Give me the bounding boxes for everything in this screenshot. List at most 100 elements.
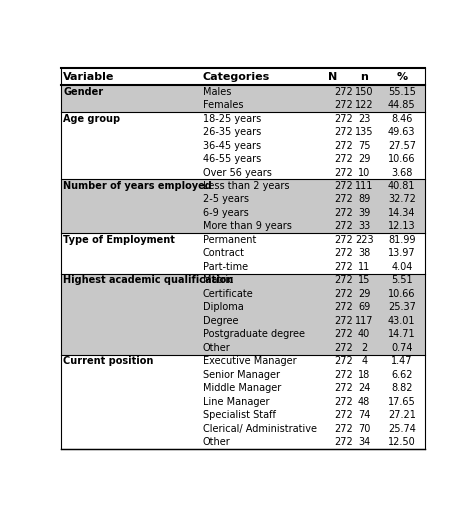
Text: 272: 272 xyxy=(335,316,353,326)
Bar xyxy=(61,85,425,98)
Bar xyxy=(61,409,425,422)
Text: 46-55 years: 46-55 years xyxy=(203,154,261,164)
Text: 272: 272 xyxy=(335,343,353,353)
Text: 29: 29 xyxy=(358,154,370,164)
Text: 117: 117 xyxy=(355,316,374,326)
Bar xyxy=(61,381,425,395)
Text: Less than 2 years: Less than 2 years xyxy=(203,181,290,191)
Text: 272: 272 xyxy=(335,87,353,97)
Text: Variable: Variable xyxy=(64,71,115,81)
Text: 122: 122 xyxy=(355,100,374,110)
Text: Contract: Contract xyxy=(203,249,245,258)
Text: 43.01: 43.01 xyxy=(388,316,416,326)
Bar xyxy=(61,436,425,449)
Bar xyxy=(61,125,425,139)
Text: 17.65: 17.65 xyxy=(388,397,416,407)
Text: %: % xyxy=(396,71,407,81)
Text: 11: 11 xyxy=(358,262,370,272)
Text: 3.68: 3.68 xyxy=(391,167,412,178)
Text: 55.15: 55.15 xyxy=(388,87,416,97)
Text: 15: 15 xyxy=(358,276,370,285)
Bar xyxy=(61,68,425,85)
Bar xyxy=(61,112,425,125)
Text: 14.34: 14.34 xyxy=(388,208,416,218)
Text: 26-35 years: 26-35 years xyxy=(203,127,261,137)
Text: 49.63: 49.63 xyxy=(388,127,416,137)
Text: 272: 272 xyxy=(335,262,353,272)
Text: 272: 272 xyxy=(335,222,353,232)
Text: 111: 111 xyxy=(355,181,374,191)
Text: 5.51: 5.51 xyxy=(391,276,412,285)
Text: Current position: Current position xyxy=(64,356,154,366)
Text: Categories: Categories xyxy=(203,71,270,81)
Text: 2-5 years: 2-5 years xyxy=(203,194,249,205)
Text: 23: 23 xyxy=(358,113,370,124)
Text: 44.85: 44.85 xyxy=(388,100,416,110)
Text: 33: 33 xyxy=(358,222,370,232)
Text: 6.62: 6.62 xyxy=(391,370,412,380)
Text: 14.71: 14.71 xyxy=(388,329,416,339)
Text: Matric: Matric xyxy=(203,276,233,285)
Bar xyxy=(61,179,425,193)
Bar xyxy=(61,422,425,436)
Text: 8.82: 8.82 xyxy=(391,383,412,393)
Text: Senior Manager: Senior Manager xyxy=(203,370,280,380)
Text: 272: 272 xyxy=(335,383,353,393)
Text: 4.04: 4.04 xyxy=(391,262,412,272)
Text: 10.66: 10.66 xyxy=(388,154,416,164)
Text: 272: 272 xyxy=(335,329,353,339)
Text: 272: 272 xyxy=(335,410,353,420)
Text: 48: 48 xyxy=(358,397,370,407)
Text: 18-25 years: 18-25 years xyxy=(203,113,261,124)
Bar xyxy=(61,98,425,112)
Text: 25.74: 25.74 xyxy=(388,424,416,434)
Text: Other: Other xyxy=(203,343,231,353)
Text: 272: 272 xyxy=(335,249,353,258)
Text: Certificate: Certificate xyxy=(203,289,254,299)
Text: More than 9 years: More than 9 years xyxy=(203,222,292,232)
Text: 272: 272 xyxy=(335,140,353,151)
Bar xyxy=(61,368,425,381)
Text: 272: 272 xyxy=(335,167,353,178)
Text: 272: 272 xyxy=(335,303,353,312)
Bar xyxy=(61,220,425,233)
Text: 10: 10 xyxy=(358,167,370,178)
Text: Specialist Staff: Specialist Staff xyxy=(203,410,276,420)
Text: Type of Employment: Type of Employment xyxy=(64,235,175,245)
Text: 70: 70 xyxy=(358,424,370,434)
Bar xyxy=(61,395,425,409)
Text: 27.57: 27.57 xyxy=(388,140,416,151)
Text: 25.37: 25.37 xyxy=(388,303,416,312)
Text: 272: 272 xyxy=(335,424,353,434)
Text: 6-9 years: 6-9 years xyxy=(203,208,249,218)
Text: Over 56 years: Over 56 years xyxy=(203,167,272,178)
Text: 18: 18 xyxy=(358,370,370,380)
Bar xyxy=(61,354,425,368)
Text: 272: 272 xyxy=(335,127,353,137)
Text: 89: 89 xyxy=(358,194,370,205)
Text: 34: 34 xyxy=(358,437,370,447)
Text: Postgraduate degree: Postgraduate degree xyxy=(203,329,305,339)
Text: Clerical/ Administrative: Clerical/ Administrative xyxy=(203,424,317,434)
Text: 75: 75 xyxy=(358,140,370,151)
Text: 272: 272 xyxy=(335,370,353,380)
Bar xyxy=(61,327,425,341)
Text: 13.97: 13.97 xyxy=(388,249,416,258)
Text: n: n xyxy=(360,71,368,81)
Text: 27.21: 27.21 xyxy=(388,410,416,420)
Text: Permanent: Permanent xyxy=(203,235,256,245)
Text: 0.74: 0.74 xyxy=(391,343,412,353)
Text: 2: 2 xyxy=(361,343,367,353)
Bar xyxy=(61,247,425,260)
Text: 81.99: 81.99 xyxy=(388,235,416,245)
Text: 223: 223 xyxy=(355,235,374,245)
Text: 272: 272 xyxy=(335,181,353,191)
Text: 32.72: 32.72 xyxy=(388,194,416,205)
Text: 272: 272 xyxy=(335,208,353,218)
Text: 12.13: 12.13 xyxy=(388,222,416,232)
Text: 8.46: 8.46 xyxy=(391,113,412,124)
Text: 39: 39 xyxy=(358,208,370,218)
Text: 69: 69 xyxy=(358,303,370,312)
Text: Highest academic qualification: Highest academic qualification xyxy=(64,276,234,285)
Text: 40: 40 xyxy=(358,329,370,339)
